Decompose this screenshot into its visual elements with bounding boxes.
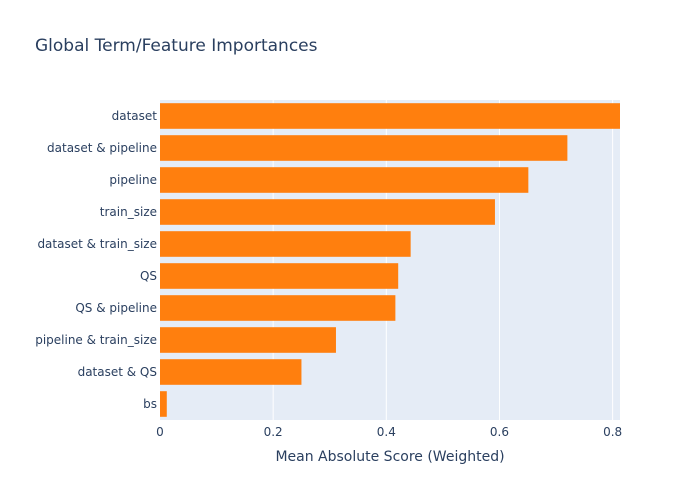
bar: [160, 263, 399, 289]
y-tick-label: dataset & QS: [78, 365, 157, 379]
y-tick-label: QS & pipeline: [75, 301, 157, 315]
y-tick-label: dataset: [112, 109, 158, 123]
y-axis-ticks: dataset dataset & pipeline pipeline train_s…: [35, 109, 157, 411]
bar: [160, 391, 167, 417]
x-tick-label: 0.8: [603, 425, 622, 439]
bar: [160, 327, 336, 353]
x-tick-label: 0.4: [377, 425, 396, 439]
bar: [160, 295, 396, 321]
y-tick-label: pipeline: [109, 173, 157, 187]
y-tick-label: QS: [140, 269, 157, 283]
bar: [160, 167, 529, 193]
bar: [160, 199, 495, 225]
y-tick-label: pipeline & train_size: [35, 333, 157, 347]
y-tick-label: dataset & pipeline: [47, 141, 157, 155]
x-axis-title: Mean Absolute Score (Weighted): [275, 449, 504, 465]
x-tick-label: 0.6: [490, 425, 509, 439]
y-tick-label: train_size: [100, 205, 157, 219]
x-tick-label: 0: [156, 425, 164, 439]
y-tick-label: dataset & train_size: [37, 237, 157, 251]
bars: [160, 103, 620, 417]
y-tick-label: bs: [143, 397, 157, 411]
bar: [160, 231, 411, 257]
bar: [160, 359, 302, 385]
bar: [160, 103, 620, 129]
x-axis-ticks: 0 0.2 0.4 0.6 0.8: [156, 425, 622, 439]
bar: [160, 135, 568, 161]
x-tick-label: 0.2: [264, 425, 283, 439]
chart-title: Global Term/Feature Importances: [35, 36, 318, 56]
